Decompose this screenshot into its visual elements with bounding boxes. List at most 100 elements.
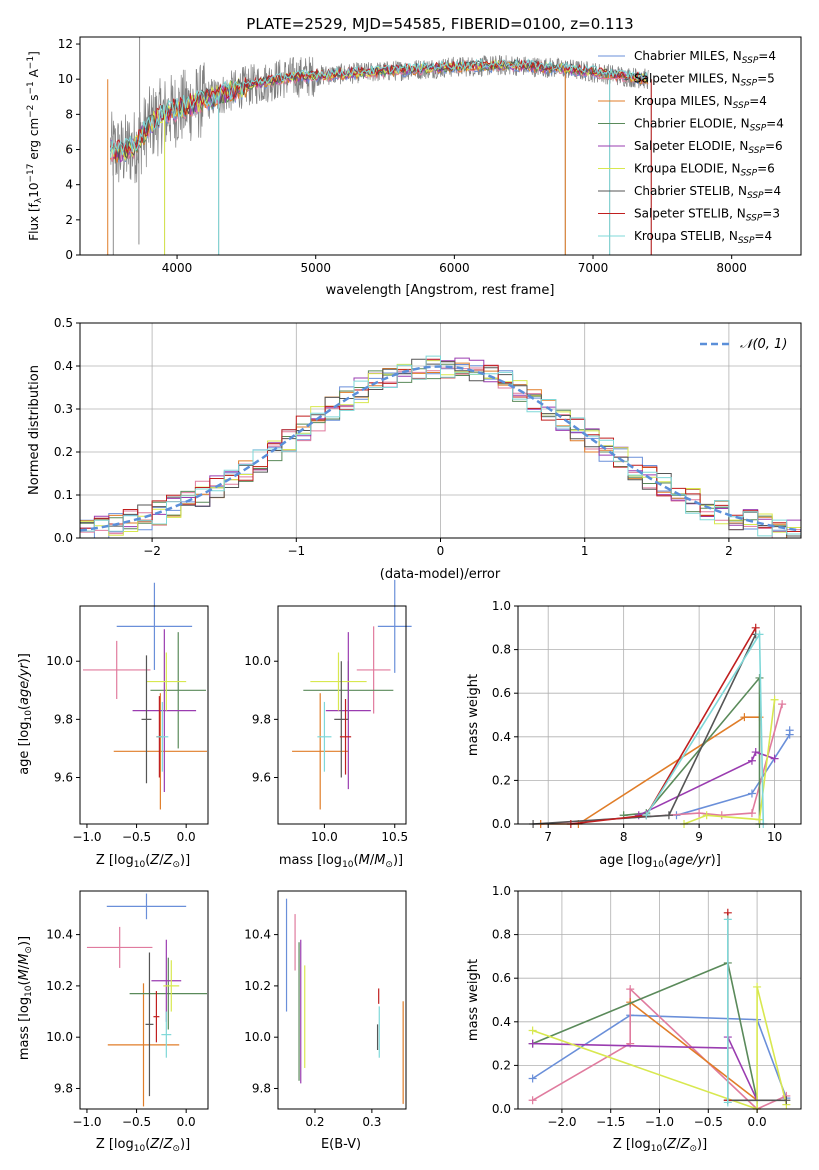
figure-title: PLATE=2529, MJD=54585, FIBERID=0100, z=0… (246, 15, 633, 33)
data-point (528, 1026, 537, 1035)
y-tick-label: 10.4 (46, 928, 73, 942)
legend-label: Chabrier ELODIE, NSSP=4 (634, 117, 784, 134)
x-tick-label: 8 (620, 830, 628, 844)
x-tick-label: 10.5 (381, 830, 408, 844)
x-tick-label: 10.0 (311, 830, 338, 844)
gaussian-legend-label: 𝒩(0, 1) (740, 337, 787, 352)
x-tick-label: 0.0 (748, 1115, 767, 1129)
mass-weight-vs-age-xlabel: age [log10(age/yr)] (599, 853, 721, 870)
y-tick-label: 0.8 (492, 928, 511, 942)
observed-spectrum (110, 55, 649, 184)
data-point (778, 700, 787, 709)
data-point (751, 623, 760, 632)
axes-frame (517, 605, 802, 825)
y-tick-label: 0.6 (492, 971, 511, 985)
age-vs-z-ylabel: age [log10(age/yr)] (17, 653, 34, 775)
series-kroupa-elodie (532, 986, 788, 1111)
age-vs-mass-panel: 10.0 10.5 9.6 9.8 10.0 (244, 579, 412, 844)
y-tick-label: 0.2 (492, 773, 511, 787)
x-tick-label: −0.5 (694, 1115, 723, 1129)
y-tick-label: 10.0 (46, 654, 73, 668)
y-tick-label: 4 (65, 178, 73, 192)
mass-vs-ebv-panel: 0.2 0.3 9.8 10.0 10.2 10.4 (244, 890, 407, 1129)
x-tick-label: 1 (581, 544, 589, 558)
y-tick-label: 10.0 (244, 654, 271, 668)
y-tick-label: 9.8 (252, 1081, 271, 1095)
y-tick-label: 10.0 (244, 1030, 271, 1044)
legend-label: Chabrier MILES, NSSP=4 (634, 49, 776, 66)
y-tick-label: 0.8 (492, 643, 511, 657)
mass-vs-z-ylabel: mass [log10(M/M⊙)] (17, 936, 34, 1060)
mass-vs-z-xlabel: Z [log10(Z/Z⊙)] (96, 1137, 190, 1154)
spectrum-ylabel: Flux [fλ10−17 erg cm−2 s−1 A−1] (26, 51, 44, 241)
x-tick-label: 8000 (716, 261, 747, 275)
data-point (755, 630, 764, 639)
data-point (723, 1098, 732, 1107)
x-tick-label: 7 (544, 830, 552, 844)
x-tick-label: 4000 (162, 261, 193, 275)
mass-weight-vs-z-xlabel: Z [log10(Z/Z⊙)] (613, 1137, 707, 1154)
x-tick-label: 0.3 (362, 1115, 381, 1129)
y-tick-label: 10 (58, 72, 73, 86)
y-tick-label: 10.0 (46, 1030, 73, 1044)
x-tick-label: −1.0 (72, 830, 101, 844)
data-point (782, 1096, 791, 1105)
y-tick-label: 10.2 (244, 979, 271, 993)
gaussian-reference-curve (79, 365, 802, 532)
y-tick-label: 9.8 (54, 1081, 73, 1095)
axes-frame (79, 605, 209, 825)
x-tick-label: 0.2 (305, 1115, 324, 1129)
data-point (717, 811, 726, 820)
data-point (695, 809, 704, 818)
y-tick-label: 0.1 (54, 488, 73, 502)
data-point (751, 748, 760, 757)
x-tick-label: −2 (143, 544, 161, 558)
data-point (664, 811, 673, 820)
axes-frame (79, 890, 209, 1110)
y-tick-label: 10.2 (46, 979, 73, 993)
axes-frame (277, 890, 407, 1110)
y-tick-label: 0.2 (54, 445, 73, 459)
x-tick-label: −1.0 (645, 1115, 674, 1129)
mass-vs-z-panel: −1.0 −0.5 0.0 9.8 10.0 10.2 10.4 (46, 890, 209, 1129)
y-tick-label: 0.3 (54, 402, 73, 416)
data-point (785, 726, 794, 735)
y-tick-label: 10.4 (244, 928, 271, 942)
y-tick-label: 1.0 (492, 599, 511, 613)
residuals-panel: −2 −1 0 1 2 0.0 0.1 0.2 0.3 0.4 0.5 (data-model)/e… (27, 316, 802, 582)
data-point (753, 982, 762, 991)
spectrum-axes-frame (79, 36, 802, 256)
y-tick-label: 2 (65, 213, 73, 227)
data-point (770, 754, 779, 763)
spectrum-panel: 4000 5000 6000 7000 8000 0 2 4 6 8 10 12 wavelength… (26, 36, 802, 298)
x-tick-label: −0.5 (122, 1115, 151, 1129)
y-tick-label: 0.0 (492, 817, 511, 831)
spectrum-lines (107, 37, 652, 255)
series-kroupa-elodie (683, 699, 776, 825)
data-point (702, 811, 711, 820)
y-tick-label: 0.6 (492, 686, 511, 700)
y-tick-label: 0.2 (492, 1058, 511, 1072)
residuals-xlabel: (data-model)/error (380, 567, 501, 582)
legend-label: Salpeter ELODIE, NSSP=6 (634, 139, 783, 156)
y-tick-label: 0.4 (492, 730, 511, 744)
age-vs-z-panel: −1.0 −0.5 0.0 9.6 9.8 10.0 (46, 582, 209, 844)
data-point (626, 985, 635, 994)
age-vs-mass-xlabel: mass [log10(M/M⊙)] (279, 853, 403, 870)
x-tick-label: 0.0 (177, 830, 196, 844)
legend-label: Kroupa ELODIE, NSSP=6 (634, 162, 775, 179)
svg-text:Flux [fλ10−17 erg cm−2 s−1 A−1: Flux [fλ10−17 erg cm−2 s−1 A−1] (26, 51, 44, 241)
x-tick-label: 9 (695, 830, 703, 844)
data-point (528, 1039, 537, 1048)
y-tick-label: 0.5 (54, 316, 73, 330)
y-tick-label: 9.8 (252, 712, 271, 726)
mass-weight-vs-age-ylabel: mass weight (466, 674, 481, 756)
y-tick-label: 0.4 (492, 1015, 511, 1029)
data-point (740, 713, 749, 722)
y-tick-label: 0.0 (492, 1102, 511, 1116)
x-tick-label: −0.5 (122, 830, 151, 844)
legend-label: Kroupa MILES, NSSP=4 (634, 94, 767, 111)
series-salpeter-elodie (638, 751, 775, 817)
